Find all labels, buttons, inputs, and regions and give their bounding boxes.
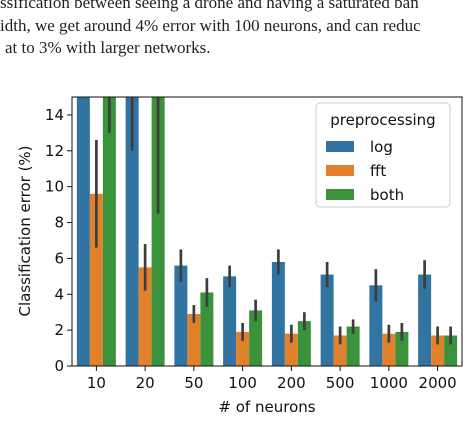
x-axis-label: # of neurons — [218, 398, 315, 416]
bar — [89, 193, 103, 366]
y-tick-label: 2 — [54, 321, 64, 339]
legend-swatch — [326, 189, 354, 200]
bar — [431, 335, 445, 366]
paragraph-line: idth, we get around 4% error with 100 ne… — [0, 16, 421, 35]
bar — [284, 333, 298, 366]
y-tick-label: 8 — [54, 214, 64, 232]
y-tick-label: 10 — [45, 178, 64, 196]
legend-box — [315, 102, 451, 208]
bar — [382, 333, 396, 366]
plot-area — [76, 97, 458, 366]
overlay: 0 2 4 6 8 10 12 14 10 20 50 100 200 500 1000 2000 prepro… — [45, 96, 463, 392]
bar — [125, 97, 139, 366]
bar — [333, 335, 347, 366]
legend-swatch — [326, 165, 354, 176]
bar — [200, 292, 214, 366]
frame — [71, 96, 463, 367]
y-tick-label: 0 — [54, 357, 64, 375]
bar — [187, 313, 201, 366]
x-tick-label: 200 — [277, 374, 306, 392]
bar — [297, 321, 311, 366]
legend-swatch — [326, 141, 354, 152]
y-tick-label: 6 — [54, 249, 64, 267]
bar — [346, 326, 360, 366]
legend-label: both — [370, 186, 404, 204]
bar — [138, 267, 152, 366]
x-tick-label: 2000 — [419, 374, 457, 392]
paragraph-line: ssification between seeing a drone and h… — [0, 0, 419, 12]
bar — [395, 331, 409, 366]
bar — [223, 276, 237, 366]
paragraph-line: at to 3% with larger networks. — [5, 38, 211, 57]
x-tick-label: 1000 — [370, 374, 408, 392]
bar — [369, 285, 383, 366]
bar — [271, 261, 285, 366]
x-tick-label: 100 — [228, 374, 257, 392]
x-tick-label: 20 — [136, 374, 155, 392]
bar — [249, 310, 263, 366]
y-tick-label: 14 — [45, 106, 64, 124]
bar — [174, 265, 188, 366]
y-axis-label: Classification error (%) — [16, 145, 34, 316]
bar — [444, 335, 458, 366]
legend-label: fft — [370, 162, 386, 180]
bar — [76, 97, 90, 366]
bar — [236, 331, 250, 366]
x-tick-label: 50 — [184, 374, 203, 392]
bar — [320, 274, 334, 366]
bar — [418, 274, 432, 366]
x-tick-label: 500 — [326, 374, 355, 392]
legend-title: preprocessing — [330, 111, 435, 129]
y-tick-label: 12 — [45, 142, 64, 160]
y-tick-label: 4 — [54, 285, 64, 303]
bar — [102, 97, 116, 366]
bar — [151, 97, 165, 366]
x-tick-label: 10 — [87, 374, 106, 392]
legend-label: log — [370, 138, 393, 156]
